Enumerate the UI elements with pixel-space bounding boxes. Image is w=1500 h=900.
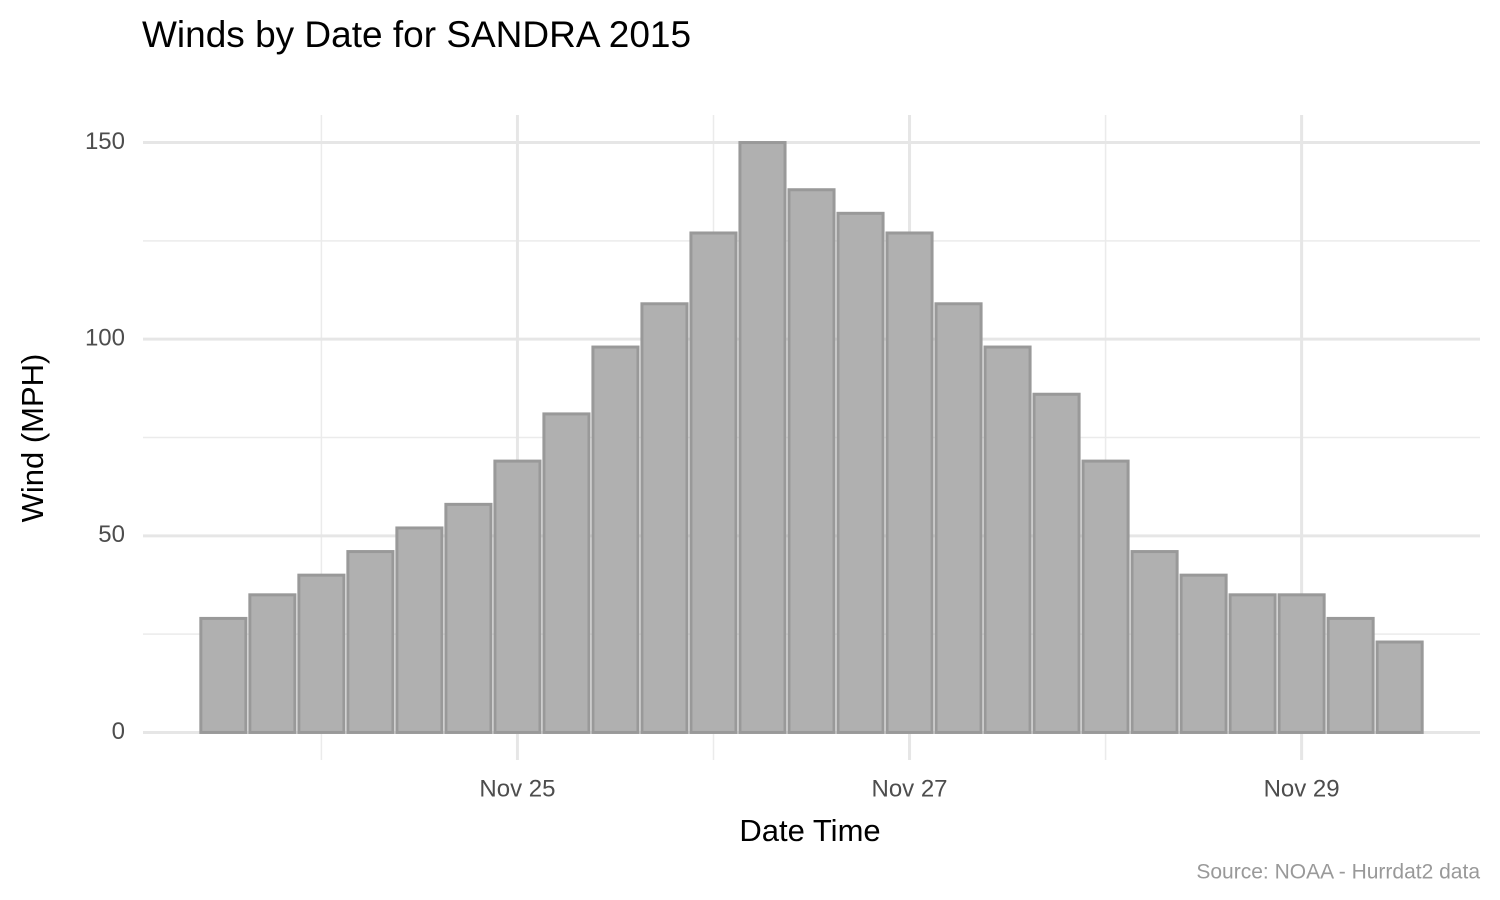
- bar: [346, 550, 395, 734]
- x-tick-label: Nov 27: [871, 775, 947, 802]
- y-tick-label: 100: [85, 325, 125, 352]
- bar: [885, 231, 934, 734]
- chart-title: Winds by Date for SANDRA 2015: [142, 14, 691, 55]
- bar: [493, 459, 542, 734]
- bar: [1081, 459, 1130, 734]
- bar: [983, 345, 1032, 734]
- bar: [395, 526, 444, 734]
- y-tick-label: 150: [85, 128, 125, 155]
- bar: [444, 502, 493, 734]
- bar: [1326, 616, 1375, 734]
- y-tick-label: 0: [112, 718, 125, 745]
- bar: [1228, 593, 1277, 734]
- x-tick-label: Nov 25: [479, 775, 555, 802]
- bar: [1130, 550, 1179, 734]
- bar: [1032, 392, 1081, 734]
- bar: [836, 211, 885, 734]
- bar: [787, 188, 836, 734]
- caption: Source: NOAA - Hurrdat2 data: [1196, 861, 1480, 884]
- y-tick-label: 50: [98, 521, 125, 548]
- bar: [689, 231, 738, 734]
- bar: [1179, 573, 1228, 734]
- y-axis-title: Wind (MPH): [15, 354, 50, 523]
- bar: [248, 593, 297, 734]
- x-axis-title: Date Time: [739, 813, 880, 848]
- bar: [640, 302, 689, 734]
- bar: [1277, 593, 1326, 734]
- bar: [1375, 640, 1424, 734]
- x-tick-label: Nov 29: [1264, 775, 1340, 802]
- bar: [542, 412, 591, 734]
- bar: [738, 141, 787, 734]
- bar: [591, 345, 640, 734]
- bar: [934, 302, 983, 734]
- bar: [199, 616, 248, 734]
- bar: [297, 573, 346, 734]
